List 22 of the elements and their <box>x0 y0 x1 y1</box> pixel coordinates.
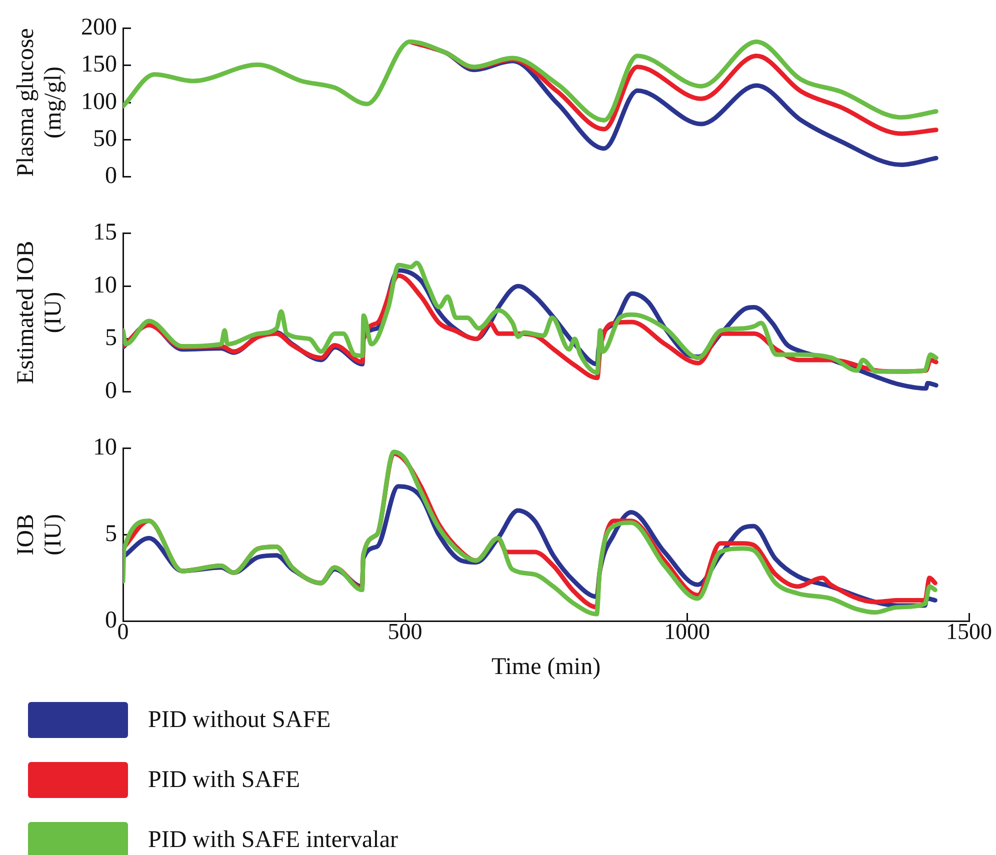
y-axis-title: Plasma glucose (mg/gl) <box>13 28 67 177</box>
y-tick-label: 150 <box>81 52 117 78</box>
legend-label: PID with SAFE intervalar <box>148 826 398 854</box>
y-tick-label: 5 <box>105 520 117 547</box>
x-tick-label: 500 <box>388 619 422 644</box>
line-series <box>123 39 938 123</box>
y-tick-label: 0 <box>105 378 117 404</box>
x-tick-label: 1500 <box>946 619 992 644</box>
legend-label: PID without SAFE <box>148 706 331 734</box>
y-axis-title: IOB (IU) <box>13 514 67 556</box>
x-tick-label: 1000 <box>664 619 710 644</box>
legend-label: PID with SAFE <box>148 766 300 794</box>
y-tick-label: 50 <box>93 126 117 152</box>
y-tick-label: 10 <box>93 434 117 461</box>
y-tick-label: 0 <box>105 162 117 189</box>
y-tick-label: 5 <box>105 325 117 352</box>
y-tick-label: 15 <box>93 220 117 246</box>
y-tick-label: 10 <box>93 272 117 298</box>
y-axis-title: Estimated IOB (IU) <box>13 240 67 384</box>
y-tick-label: 200 <box>81 14 117 41</box>
y-tick-label: 100 <box>81 88 117 115</box>
x-axis-title: Time (min) <box>491 654 601 680</box>
